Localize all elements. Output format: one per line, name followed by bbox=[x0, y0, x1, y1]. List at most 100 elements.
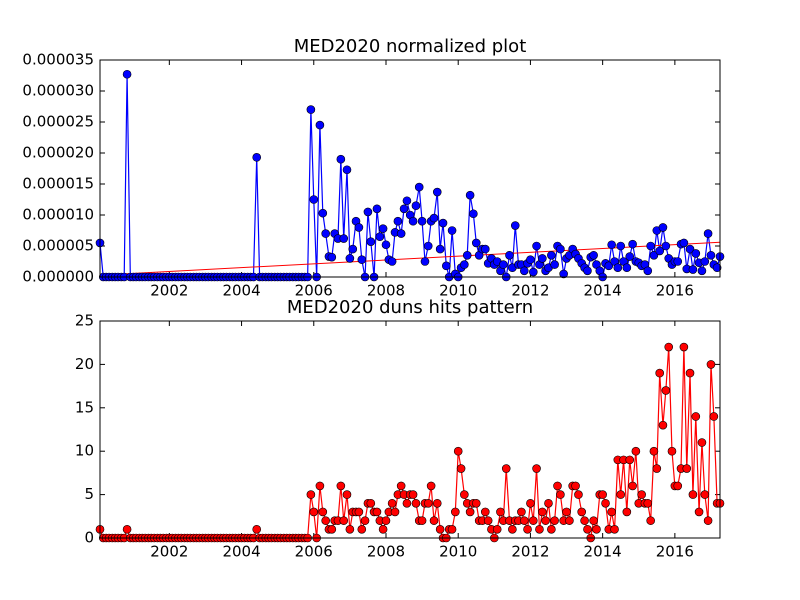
x-tick-label: 2006 bbox=[295, 282, 333, 300]
data-point bbox=[697, 438, 707, 447]
data-point bbox=[396, 229, 406, 238]
data-point bbox=[622, 263, 632, 273]
data-point bbox=[345, 254, 355, 263]
data-point bbox=[664, 342, 674, 352]
data-point bbox=[577, 507, 587, 517]
x-tick-label: 2008 bbox=[367, 543, 405, 561]
data-point bbox=[411, 498, 421, 508]
data-point bbox=[625, 252, 635, 261]
data-point bbox=[688, 490, 698, 499]
data-point bbox=[700, 257, 710, 266]
data-point bbox=[628, 239, 637, 249]
data-point bbox=[318, 507, 328, 517]
data-point bbox=[354, 223, 364, 232]
data-point bbox=[616, 241, 625, 251]
data-point bbox=[649, 446, 659, 456]
data-point bbox=[387, 498, 397, 508]
data-point bbox=[673, 257, 683, 266]
data-point bbox=[706, 360, 716, 369]
data-point bbox=[321, 516, 330, 525]
data-point bbox=[616, 490, 625, 499]
data-point bbox=[604, 261, 614, 271]
data-point bbox=[703, 229, 713, 238]
data-point bbox=[321, 229, 330, 238]
data-point bbox=[366, 237, 376, 246]
data-point bbox=[703, 516, 713, 525]
data-point bbox=[372, 507, 382, 517]
data-point bbox=[315, 481, 325, 491]
data-point bbox=[658, 223, 668, 232]
data-point bbox=[480, 507, 490, 517]
data-point bbox=[574, 490, 583, 499]
data-point bbox=[447, 226, 457, 235]
data-point bbox=[465, 507, 475, 517]
data-point bbox=[339, 516, 349, 525]
data-point bbox=[318, 208, 328, 218]
data-point bbox=[411, 201, 421, 210]
data-point bbox=[646, 241, 655, 251]
data-point bbox=[390, 507, 400, 517]
y-tick-label: 5 bbox=[84, 485, 94, 503]
x-tick-label: 2002 bbox=[150, 543, 188, 561]
data-point bbox=[508, 525, 517, 534]
x-tick-label: 2008 bbox=[367, 282, 405, 300]
data-point bbox=[378, 224, 388, 233]
data-point bbox=[646, 516, 655, 525]
data-point bbox=[538, 254, 547, 263]
data-point bbox=[685, 368, 695, 378]
y-tick-label: 15 bbox=[75, 398, 94, 416]
data-point bbox=[469, 209, 478, 219]
data-point bbox=[426, 481, 436, 491]
x-tick-label: 2016 bbox=[656, 282, 694, 300]
data-point bbox=[526, 255, 535, 264]
data-point bbox=[589, 516, 598, 525]
data-point bbox=[438, 218, 448, 228]
y-tick-label: 0.000035 bbox=[22, 51, 94, 69]
data-point bbox=[661, 241, 671, 251]
data-point bbox=[336, 481, 346, 491]
chart-title: MED2020 normalized plot bbox=[294, 36, 527, 57]
data-point bbox=[435, 244, 445, 254]
x-tick-label: 2002 bbox=[150, 282, 188, 300]
data-point bbox=[658, 420, 668, 430]
data-point bbox=[396, 481, 406, 491]
data-point bbox=[562, 507, 571, 517]
data-point bbox=[556, 244, 565, 254]
data-point bbox=[306, 105, 316, 114]
data-point bbox=[357, 525, 367, 534]
data-point bbox=[460, 260, 469, 269]
data-point bbox=[435, 525, 445, 534]
data-point bbox=[417, 516, 427, 525]
data-point bbox=[643, 266, 653, 276]
data-point bbox=[501, 464, 511, 473]
data-point bbox=[342, 165, 352, 175]
data-point bbox=[456, 464, 466, 473]
data-point bbox=[631, 446, 641, 456]
data-point bbox=[532, 241, 541, 251]
data-point bbox=[592, 525, 601, 534]
data-point bbox=[122, 69, 132, 79]
data-point bbox=[649, 251, 659, 260]
data-point bbox=[538, 507, 547, 517]
data-point bbox=[685, 244, 695, 254]
x-tick-label: 2014 bbox=[584, 543, 622, 561]
data-point bbox=[667, 446, 677, 456]
data-point bbox=[366, 498, 376, 508]
data-point bbox=[544, 498, 553, 508]
data-point bbox=[526, 498, 535, 508]
data-point bbox=[601, 498, 610, 508]
x-tick-label: 2010 bbox=[439, 282, 477, 300]
data-point bbox=[360, 516, 370, 525]
data-point bbox=[532, 464, 541, 473]
data-point bbox=[652, 464, 662, 473]
data-point bbox=[694, 507, 704, 517]
data-point bbox=[252, 525, 262, 534]
y-tick-label: 0.000010 bbox=[22, 206, 94, 224]
data-point bbox=[417, 216, 427, 226]
x-tick-label: 2006 bbox=[295, 543, 333, 561]
data-point bbox=[661, 386, 671, 395]
data-point bbox=[550, 260, 559, 269]
data-point bbox=[471, 498, 481, 508]
y-tick-label: 20 bbox=[75, 355, 94, 373]
data-point bbox=[393, 216, 403, 226]
